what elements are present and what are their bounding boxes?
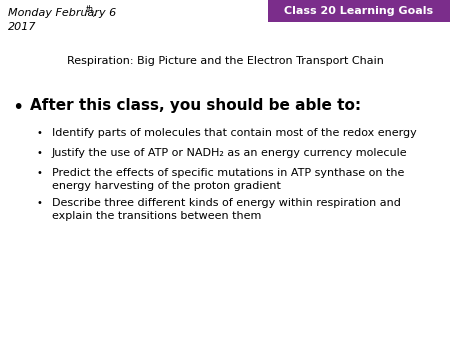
Text: Identify parts of molecules that contain most of the redox energy: Identify parts of molecules that contain… (52, 128, 417, 138)
Text: ,: , (93, 8, 96, 18)
Text: After this class, you should be able to:: After this class, you should be able to: (30, 98, 361, 113)
Text: •: • (36, 148, 42, 158)
Text: •: • (36, 168, 42, 178)
Text: Predict the effects of specific mutations in ATP synthase on the
energy harvesti: Predict the effects of specific mutation… (52, 168, 405, 191)
FancyBboxPatch shape (268, 0, 450, 22)
Text: •: • (36, 198, 42, 208)
Text: Respiration: Big Picture and the Electron Transport Chain: Respiration: Big Picture and the Electro… (67, 56, 383, 66)
Text: •: • (36, 128, 42, 138)
Text: Monday February 6: Monday February 6 (8, 8, 116, 18)
Text: Class 20 Learning Goals: Class 20 Learning Goals (284, 6, 433, 16)
Text: 2017: 2017 (8, 22, 36, 32)
Text: •: • (12, 98, 23, 117)
Text: th: th (86, 5, 94, 14)
Text: Describe three different kinds of energy within respiration and
explain the tran: Describe three different kinds of energy… (52, 198, 401, 221)
Text: Justify the use of ATP or NADH₂ as an energy currency molecule: Justify the use of ATP or NADH₂ as an en… (52, 148, 408, 158)
